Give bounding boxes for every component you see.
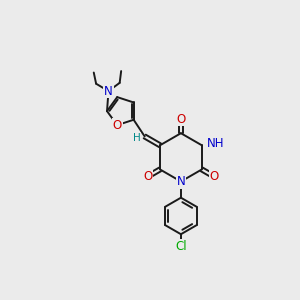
Text: O: O (176, 112, 185, 126)
Text: NH: NH (207, 137, 225, 150)
Text: Cl: Cl (175, 240, 187, 253)
Text: O: O (143, 170, 152, 183)
Text: O: O (209, 170, 219, 183)
Text: N: N (104, 85, 113, 98)
Text: H: H (133, 133, 140, 143)
Text: O: O (112, 118, 122, 132)
Text: N: N (176, 175, 185, 188)
